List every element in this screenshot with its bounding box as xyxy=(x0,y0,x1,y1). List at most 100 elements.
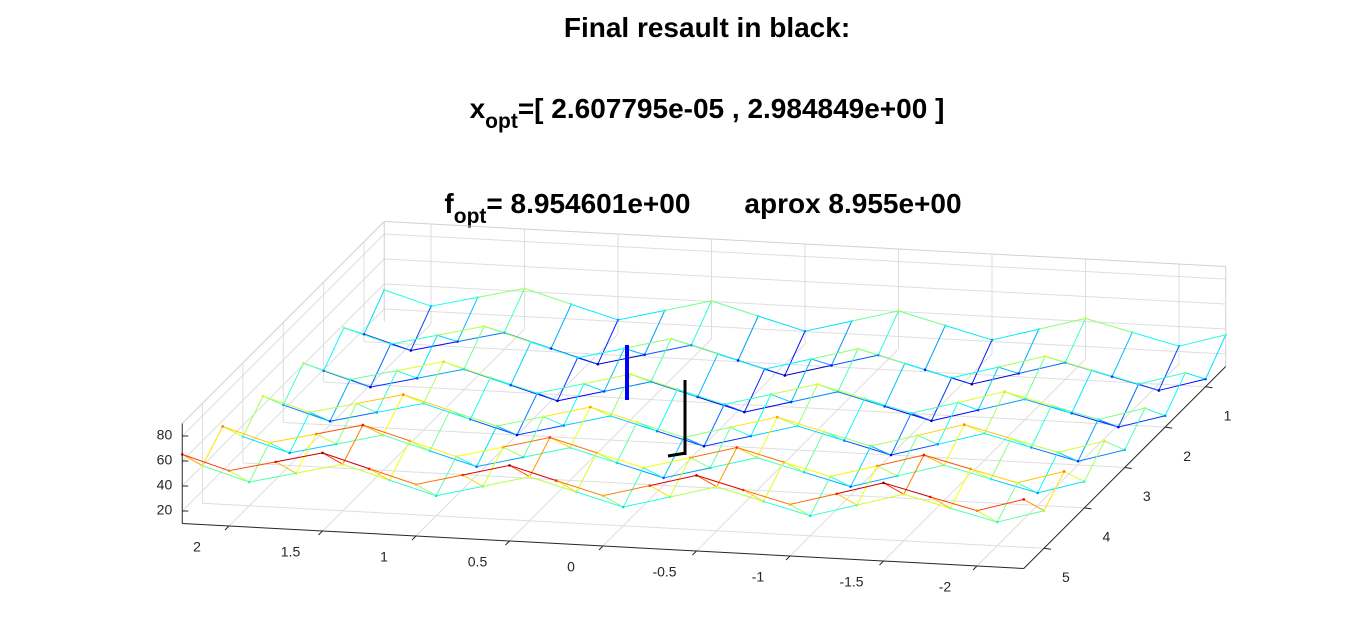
mesh-line xyxy=(817,383,865,400)
mesh-vertex xyxy=(408,439,411,443)
mesh-line xyxy=(997,510,1045,523)
mesh-line xyxy=(315,433,337,445)
x-opt-symbol: x xyxy=(470,93,486,124)
mesh-vertex xyxy=(1037,327,1041,331)
x-tick xyxy=(411,535,417,541)
mesh-line xyxy=(856,465,878,506)
mesh-vertex xyxy=(402,393,405,396)
mesh-line xyxy=(836,493,858,506)
mesh-vertex xyxy=(382,288,386,292)
grid-line xyxy=(181,258,385,462)
mesh-line xyxy=(435,456,457,497)
mesh-line xyxy=(883,482,931,498)
mesh-vertex xyxy=(802,470,806,474)
mesh-vertex xyxy=(482,324,486,328)
mesh-line xyxy=(930,496,978,512)
mesh-line xyxy=(990,438,1012,480)
mesh-line xyxy=(329,379,351,422)
mesh-line xyxy=(1057,440,1105,453)
y-tick-label: 3 xyxy=(1143,488,1151,504)
y-tick-label: 5 xyxy=(1062,569,1070,585)
mesh-line xyxy=(758,315,806,332)
mesh-line xyxy=(744,401,792,413)
mesh-line xyxy=(690,300,712,346)
mesh-line xyxy=(537,383,585,394)
mesh-line xyxy=(529,437,551,477)
mesh-vertex xyxy=(716,352,720,356)
mesh-vertex xyxy=(501,445,505,449)
mesh-vertex xyxy=(462,367,466,371)
mesh-line xyxy=(597,354,645,365)
mesh-line xyxy=(950,468,972,509)
mesh-vertex xyxy=(995,520,999,524)
mesh-line xyxy=(516,393,538,436)
mesh-line xyxy=(456,456,477,468)
mesh-line xyxy=(430,296,478,307)
z-tick-label: 40 xyxy=(157,477,173,493)
mesh-vertex xyxy=(1123,448,1127,452)
mesh-vertex xyxy=(983,432,986,435)
mesh-vertex xyxy=(515,433,519,437)
mesh-vertex xyxy=(643,353,646,357)
mesh-line xyxy=(756,457,804,473)
mesh-line xyxy=(603,348,625,392)
mesh-line xyxy=(896,435,918,477)
mesh-line xyxy=(1071,370,1093,414)
mesh-vertex xyxy=(877,353,880,357)
mesh-vertex xyxy=(342,326,346,330)
mesh-line xyxy=(1017,482,1038,494)
grid-line xyxy=(181,308,385,512)
mesh-vertex xyxy=(576,356,579,360)
grid-line xyxy=(384,233,1226,280)
mesh-vertex xyxy=(1029,446,1033,449)
mesh-line xyxy=(903,493,951,509)
mesh-vertex xyxy=(448,409,452,412)
mesh-vertex xyxy=(375,411,379,414)
mesh-line xyxy=(549,437,571,449)
mesh-vertex xyxy=(568,446,572,449)
mesh-line xyxy=(717,353,765,370)
mesh-line xyxy=(1031,446,1079,462)
mesh-vertex xyxy=(835,492,839,496)
mesh-vertex xyxy=(362,332,366,336)
x-opt-line: xopt=[ 2.607795e-05 , 2.984849e+00 ] xyxy=(470,93,945,133)
mesh-line xyxy=(703,435,751,447)
y-tick xyxy=(1043,547,1052,550)
mesh-line xyxy=(811,358,832,366)
mesh-vertex xyxy=(562,424,566,427)
mesh-line xyxy=(1010,438,1058,453)
mesh-line xyxy=(851,310,899,322)
mesh-line xyxy=(569,406,591,448)
mesh-line xyxy=(1037,481,1085,494)
mesh-line xyxy=(423,361,445,404)
mesh-line xyxy=(763,461,785,502)
x-tick-label: 1 xyxy=(380,549,388,565)
mesh-line xyxy=(342,424,364,465)
mesh-line xyxy=(657,430,705,447)
mesh-line xyxy=(577,357,598,365)
mesh-line xyxy=(697,353,719,398)
mesh-vertex xyxy=(735,446,739,449)
mesh-line xyxy=(864,398,912,414)
mesh-line xyxy=(415,484,437,497)
mesh-line xyxy=(783,461,805,473)
mesh-vertex xyxy=(642,466,645,470)
mesh-line xyxy=(770,383,818,395)
mesh-line xyxy=(964,424,1012,440)
mesh-line xyxy=(837,348,859,393)
mesh-line xyxy=(543,406,591,418)
mesh-vertex xyxy=(875,464,879,468)
mesh-line xyxy=(457,297,479,342)
mesh-line xyxy=(1077,449,1125,462)
z-tick-label: 80 xyxy=(157,427,173,443)
mesh-vertex xyxy=(690,343,693,347)
mesh-line xyxy=(624,338,672,349)
mesh-line xyxy=(990,478,1038,494)
mesh-line xyxy=(262,395,310,413)
mesh-line xyxy=(764,358,812,370)
mesh-line xyxy=(356,403,377,413)
mesh-vertex xyxy=(762,500,765,503)
mesh-line xyxy=(890,413,912,456)
mesh-line xyxy=(991,328,1039,341)
